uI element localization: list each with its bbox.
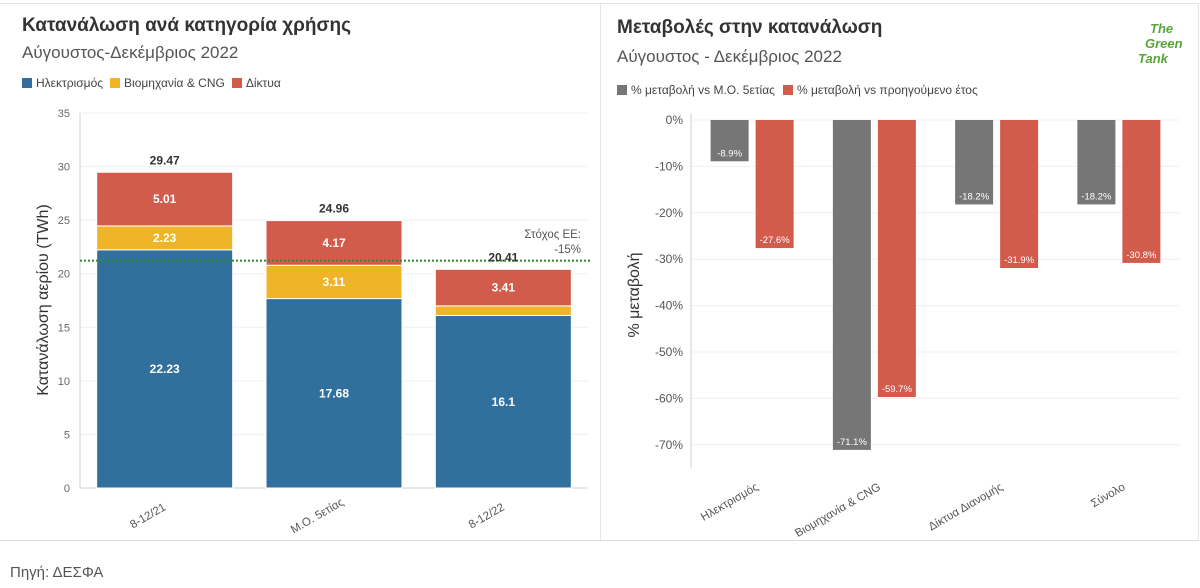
y-tick-label: 0 (64, 483, 70, 495)
bar-total-label: 20.41 (488, 250, 518, 264)
y-tick-label: -60% (655, 391, 683, 405)
legend-label: Βιομηχανία & CNG (124, 76, 225, 90)
bar (1122, 120, 1161, 263)
bar-segment (265, 298, 403, 489)
bar-segment (434, 305, 572, 317)
legend-label: Δίκτυα (245, 76, 281, 90)
y-tick-label: 0% (666, 113, 684, 127)
bar-total-label: 24.96 (319, 202, 349, 216)
bar (832, 120, 871, 450)
legend-item-vs-5yr-average: % μεταβολή vs Μ.Ο. 5ετίας (617, 83, 775, 97)
bar (1077, 120, 1116, 205)
y-tick-label: -20% (655, 206, 683, 220)
bar (710, 120, 749, 162)
y-tick-label: -70% (655, 438, 683, 452)
bar-segment (96, 249, 234, 489)
bar-segment (434, 268, 572, 307)
bar-segment (96, 171, 234, 227)
bar (1000, 120, 1039, 269)
x-category-label: Μ.Ο. 5ετίας (289, 496, 346, 536)
legend-swatch (782, 85, 793, 95)
bar-value-label: -27.6% (760, 235, 791, 246)
green-tank-logo[interactable]: The Green Tank (1113, 0, 1183, 66)
bar-segment-label: 3.11 (323, 275, 346, 289)
bar-segment-label: 16.1 (492, 395, 516, 409)
bar-value-label: -18.2% (1081, 191, 1112, 202)
bar-segment (265, 220, 403, 266)
bar-total-label: 29.47 (150, 153, 180, 167)
bar-segment-label: 5.01 (153, 192, 177, 206)
bar-value-label: -18.2% (959, 191, 990, 202)
chart1-title: Κατανάλωση ανά κατηγορία χρήσης (22, 15, 351, 36)
y-tick-label: -30% (655, 252, 683, 266)
legend-label: % μεταβολή vs προηγούμενο έτος (796, 83, 978, 97)
y-tick-label: 10 (58, 376, 70, 388)
bar (755, 120, 794, 249)
y-tick-label: 15 (58, 322, 70, 334)
bar-segment-label: 3.41 (492, 281, 516, 295)
x-category-label: Βιομηχανία & CNG (793, 481, 883, 540)
y-tick-label: -50% (655, 345, 683, 359)
x-category-label: 8-12/22 (467, 501, 507, 531)
bar-value-label: -71.1% (837, 437, 868, 448)
legend-item-industry-cng: Βιομηχανία & CNG (110, 76, 225, 90)
y-tick-label: -10% (655, 159, 683, 173)
chart1-y-axis-title: Κατανάλωση αερίου (TWh) (35, 204, 52, 395)
y-tick-label: -40% (655, 299, 683, 313)
y-tick-label: 30 (58, 162, 70, 174)
chart1-subtitle: Αύγουστος-Δεκέμβριος 2022 (22, 43, 239, 62)
legend-swatch (617, 85, 627, 95)
bar (877, 120, 916, 398)
legend-swatch (110, 78, 121, 88)
chart2-y-axis-title: % μεταβολή (626, 252, 643, 337)
bar-value-label: -59.7% (882, 384, 913, 395)
legend-item-electricity: Ηλεκτρισμός (22, 76, 103, 90)
x-category-label: 8-12/21 (128, 501, 168, 531)
y-tick-label: 25 (58, 215, 70, 227)
chart2-subtitle: Αύγουστος - Δεκέμβριος 2022 (617, 47, 842, 66)
logo-text-green: Green (1145, 36, 1183, 51)
legend-label: % μεταβολή vs Μ.Ο. 5ετίας (631, 83, 775, 97)
x-category-label: Ηλεκτρισμός (699, 481, 761, 524)
bar-segment-label: 17.68 (319, 386, 349, 400)
bar-value-label: -30.8% (1126, 250, 1157, 261)
bar-segment (434, 315, 572, 489)
bar (955, 120, 994, 205)
change-grouped-bar-chart: 0% -10% -20% -30% -40% -50% -60% -70% -8.9% -27.6… (655, 113, 1180, 540)
panel-bottom-border (0, 540, 1199, 541)
bar-segment-label: 22.23 (150, 362, 180, 376)
x-category-label: Δίκτυα Διανομής (927, 481, 1006, 533)
bar-segment (265, 264, 403, 300)
chart1-legend: Ηλεκτρισμός Βιομηχανία & CNG Δίκτυα (22, 76, 288, 90)
bar-segment-label: 4.17 (322, 236, 346, 250)
source-note: Πηγή: ΔΕΣΦΑ (10, 564, 104, 581)
right-panel (601, 3, 1199, 540)
y-tick-label: 5 (64, 429, 70, 441)
eu-target-label: Στόχος ΕΕ: (524, 229, 581, 241)
legend-item-vs-previous-year: % μεταβολή vs προηγούμενο έτος (782, 83, 978, 97)
bar-segment-label: 2.23 (153, 231, 177, 245)
y-tick-label: 20 (58, 269, 70, 281)
legend-item-networks: Δίκτυα (231, 76, 281, 90)
consumption-stacked-bar-chart: 0 5 10 15 20 25 30 35 22.23 2.23 5.01 17.68 3.11 4.17… (58, 108, 590, 536)
bar-value-label: -8.9% (717, 148, 742, 159)
y-tick-label: 35 (58, 108, 70, 120)
x-category-label: Σύνολο (1089, 481, 1127, 510)
eu-target-percent: -15% (554, 244, 581, 256)
legend-swatch (231, 78, 242, 88)
logo-text-tank: Tank (1138, 51, 1169, 66)
legend-swatch (22, 78, 32, 88)
chart2-title: Μεταβολές στην κατανάλωση (617, 17, 883, 38)
bar-value-label: -31.9% (1004, 255, 1035, 266)
legend-label: Ηλεκτρισμός (36, 76, 104, 90)
left-panel (0, 3, 601, 540)
logo-text-the: The (1150, 21, 1173, 36)
chart2-legend: % μεταβολή vs Μ.Ο. 5ετίας % μεταβολή vs … (617, 83, 985, 97)
